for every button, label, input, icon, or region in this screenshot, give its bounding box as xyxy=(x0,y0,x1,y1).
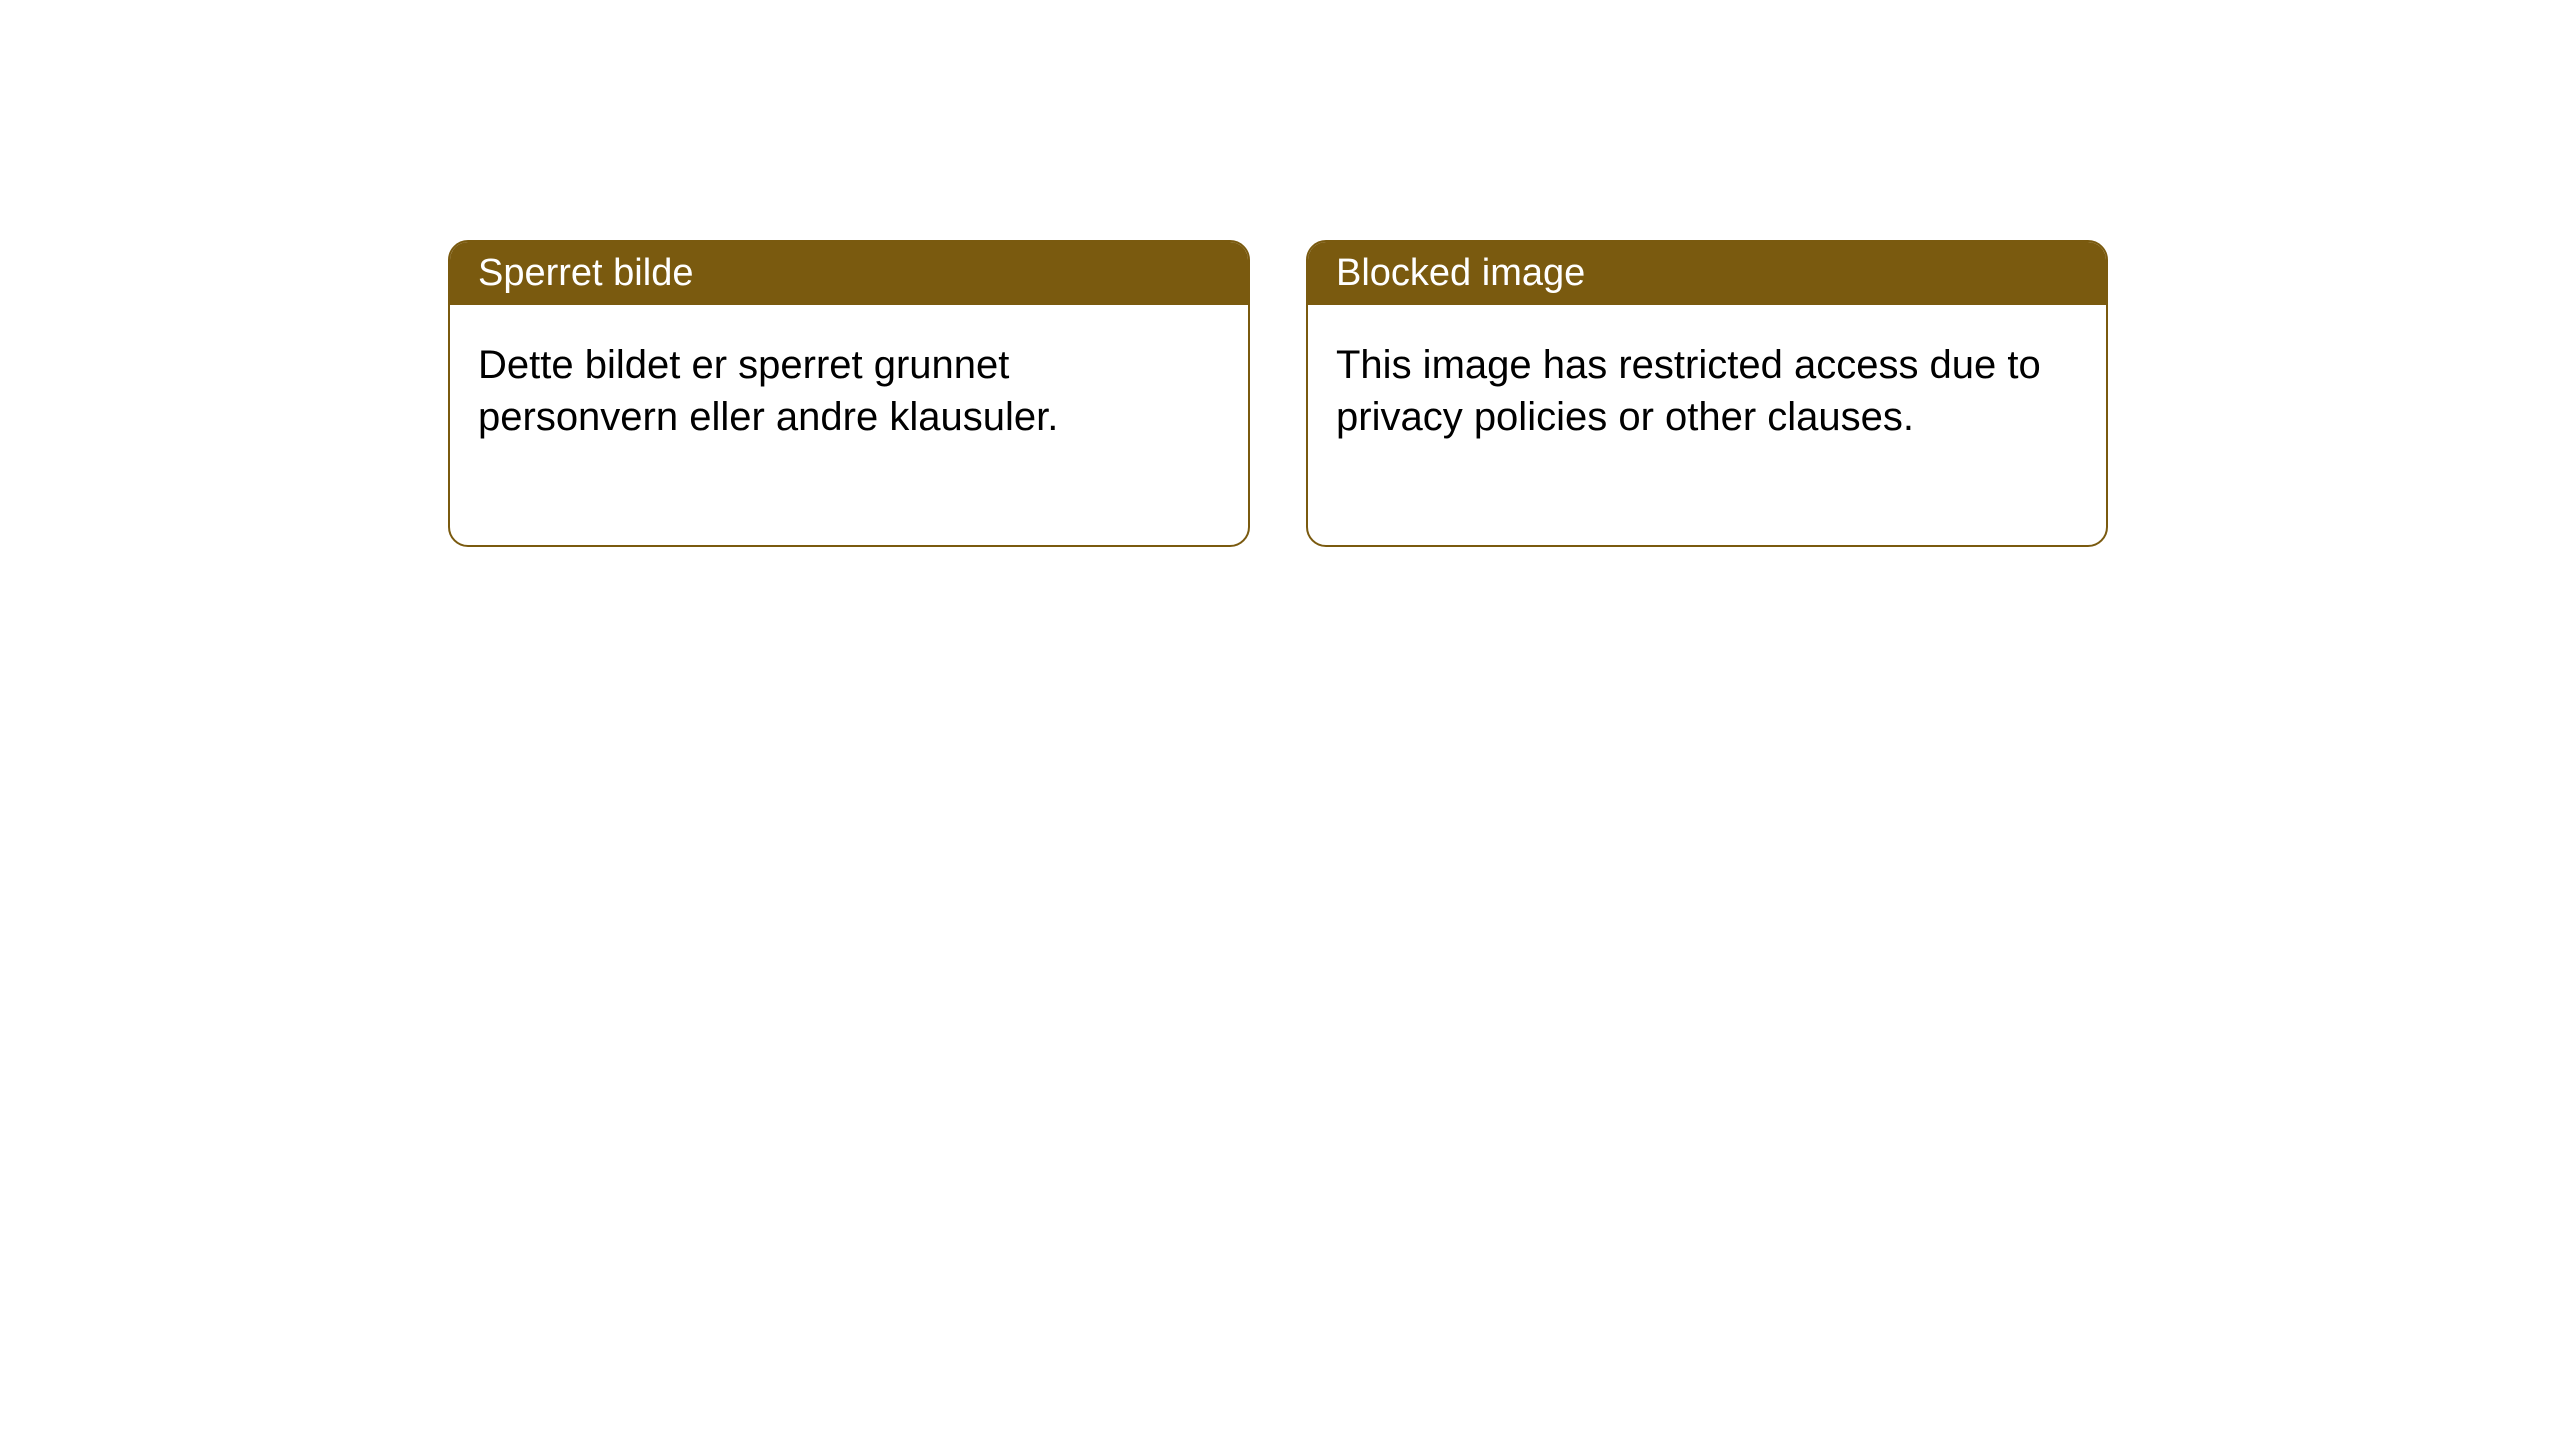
notice-body-text: Dette bildet er sperret grunnet personve… xyxy=(478,343,1058,439)
notice-title: Blocked image xyxy=(1336,252,1585,294)
notice-box-norwegian: Sperret bilde Dette bildet er sperret gr… xyxy=(448,240,1250,547)
notice-box-english: Blocked image This image has restricted … xyxy=(1306,240,2108,547)
notice-body-text: This image has restricted access due to … xyxy=(1336,343,2041,439)
notice-header: Sperret bilde xyxy=(450,242,1248,305)
notice-body: This image has restricted access due to … xyxy=(1308,305,2106,545)
notice-title: Sperret bilde xyxy=(478,252,693,294)
notice-container: Sperret bilde Dette bildet er sperret gr… xyxy=(0,0,2560,547)
notice-header: Blocked image xyxy=(1308,242,2106,305)
notice-body: Dette bildet er sperret grunnet personve… xyxy=(450,305,1248,545)
